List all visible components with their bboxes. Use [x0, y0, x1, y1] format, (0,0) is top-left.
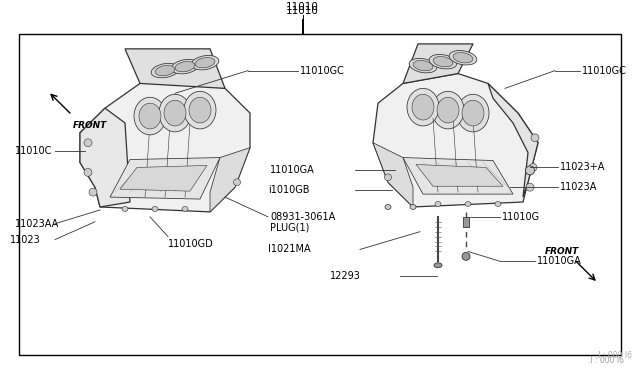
Ellipse shape — [526, 183, 534, 191]
Text: I1021MA: I1021MA — [268, 244, 310, 254]
Ellipse shape — [409, 58, 437, 73]
Ellipse shape — [435, 202, 441, 206]
Ellipse shape — [495, 202, 501, 206]
Ellipse shape — [175, 61, 195, 72]
Ellipse shape — [184, 92, 216, 129]
Ellipse shape — [462, 253, 470, 260]
Ellipse shape — [159, 94, 191, 132]
Ellipse shape — [412, 94, 434, 120]
Ellipse shape — [531, 134, 539, 142]
Ellipse shape — [413, 61, 433, 71]
Text: 11023A: 11023A — [560, 182, 597, 192]
Ellipse shape — [189, 97, 211, 123]
Ellipse shape — [89, 188, 97, 196]
Polygon shape — [373, 143, 413, 207]
Ellipse shape — [151, 63, 179, 78]
Polygon shape — [125, 49, 225, 89]
Bar — [19, 34, 621, 356]
Text: 11010C: 11010C — [15, 145, 52, 155]
Polygon shape — [416, 164, 503, 186]
Polygon shape — [488, 83, 538, 197]
Ellipse shape — [152, 206, 158, 211]
Ellipse shape — [437, 97, 459, 123]
Text: FRONT: FRONT — [73, 121, 108, 130]
Ellipse shape — [84, 169, 92, 176]
Ellipse shape — [434, 263, 442, 268]
Ellipse shape — [84, 139, 92, 147]
Ellipse shape — [457, 94, 489, 132]
Ellipse shape — [410, 205, 416, 209]
Polygon shape — [373, 74, 538, 207]
Text: 11010: 11010 — [286, 1, 319, 12]
Text: 11023: 11023 — [10, 235, 41, 244]
Text: FRONT: FRONT — [545, 247, 579, 256]
Polygon shape — [210, 148, 250, 212]
Polygon shape — [110, 158, 220, 199]
Text: .I : 000 I6: .I : 000 I6 — [596, 351, 632, 360]
Text: 08931-3061A: 08931-3061A — [270, 212, 335, 222]
Text: 11023AA: 11023AA — [15, 219, 60, 229]
Ellipse shape — [139, 103, 161, 129]
Ellipse shape — [429, 54, 457, 69]
Bar — [463, 217, 469, 227]
Ellipse shape — [122, 206, 128, 211]
Text: i1010GB: i1010GB — [268, 185, 310, 195]
Polygon shape — [403, 158, 513, 194]
Text: 11010GA: 11010GA — [537, 256, 582, 266]
Ellipse shape — [462, 100, 484, 126]
Text: 11010GA: 11010GA — [270, 166, 315, 176]
Ellipse shape — [155, 65, 175, 76]
Polygon shape — [120, 166, 207, 191]
Text: 11023+A: 11023+A — [560, 163, 605, 173]
Ellipse shape — [525, 166, 534, 175]
Polygon shape — [403, 44, 473, 83]
Ellipse shape — [465, 202, 471, 206]
Polygon shape — [80, 78, 250, 212]
Ellipse shape — [385, 174, 392, 181]
Ellipse shape — [449, 51, 477, 65]
Polygon shape — [80, 108, 130, 207]
Ellipse shape — [134, 97, 166, 135]
Text: 11010: 11010 — [285, 6, 319, 16]
Text: 11010GC: 11010GC — [300, 65, 345, 76]
Text: PLUG(1): PLUG(1) — [270, 223, 309, 233]
Ellipse shape — [432, 92, 464, 129]
Ellipse shape — [182, 206, 188, 211]
Ellipse shape — [433, 57, 453, 67]
Ellipse shape — [529, 163, 537, 171]
Ellipse shape — [453, 52, 473, 63]
Ellipse shape — [191, 55, 219, 70]
Ellipse shape — [407, 89, 439, 126]
Text: 11010G: 11010G — [502, 212, 540, 222]
Text: 11010GC: 11010GC — [582, 65, 627, 76]
Ellipse shape — [385, 205, 391, 209]
Text: 11010GD: 11010GD — [168, 238, 214, 248]
Ellipse shape — [234, 179, 241, 186]
Ellipse shape — [195, 58, 215, 68]
Ellipse shape — [164, 100, 186, 126]
Text: 12293: 12293 — [330, 271, 361, 281]
Text: .I : 000 I6: .I : 000 I6 — [588, 356, 624, 365]
Ellipse shape — [171, 60, 199, 74]
